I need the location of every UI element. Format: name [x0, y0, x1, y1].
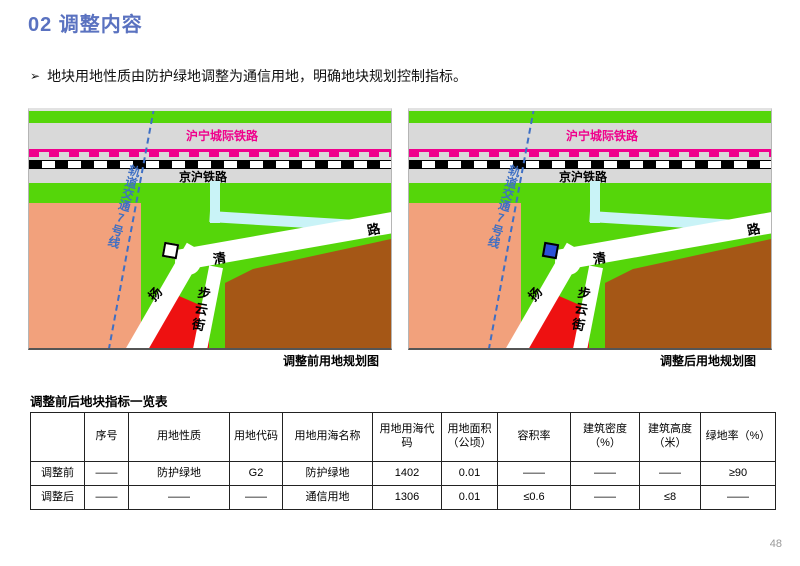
cell: —— [497, 461, 571, 486]
jinghu-railway-label: 京沪铁路 [559, 170, 608, 184]
page-number: 48 [769, 538, 782, 550]
header-land-nature: 用地性质 [128, 412, 230, 462]
cell: 1306 [372, 485, 442, 510]
header-serial: 序号 [84, 412, 129, 462]
indicator-table-grid: 序号 用地性质 用地代码 用地用海名称 用地用海代码 用地面积（公顷） 容积率 … [30, 412, 776, 510]
row-label: 调整前 [30, 461, 85, 486]
cell: —— [84, 461, 129, 486]
map-caption-before: 调整前用地规划图 [283, 354, 380, 368]
water-channel-vertical [210, 181, 220, 223]
header-blank [30, 412, 85, 462]
cell: —— [700, 485, 776, 510]
cell: —— [229, 485, 283, 510]
residential-area [409, 203, 521, 348]
bullet-line: ➢ 地块用地性质由防护绿地调整为通信用地，明确地块规划控制指标。 [30, 66, 467, 86]
table-row-before: 调整前 —— 防护绿地 G2 防护绿地 1402 0.01 —— —— —— ≥… [30, 461, 776, 486]
hsr-railway-dashes [409, 152, 771, 157]
row-label: 调整后 [30, 485, 85, 510]
indicator-table: 序号 用地性质 用地代码 用地用海名称 用地用海代码 用地面积（公顷） 容积率 … [30, 412, 776, 510]
plot-marker-before [161, 241, 180, 260]
bullet-arrow-icon: ➢ [30, 69, 41, 83]
cell: 0.01 [441, 485, 498, 510]
table-header-row: 序号 用地性质 用地代码 用地用海名称 用地用海代码 用地面积（公顷） 容积率 … [30, 412, 776, 462]
cell: ≥90 [700, 461, 776, 486]
table-row-after: 调整后 —— —— —— 通信用地 1306 0.01 ≤0.6 —— ≤8 —… [30, 485, 776, 510]
cell: —— [639, 461, 701, 486]
header-sea-code: 用地用海代码 [372, 412, 442, 462]
jinghu-railway-line [409, 160, 771, 169]
residential-area [29, 203, 141, 348]
header-plot-ratio: 容积率 [497, 412, 571, 462]
cell: —— [128, 485, 230, 510]
header-land-code: 用地代码 [229, 412, 283, 462]
land-use-map-before: 沪宁城际铁路 京沪铁路 轨道交通7号线 清 路 扬 步云街 [28, 108, 392, 350]
cell: 防护绿地 [282, 461, 373, 486]
bullet-text: 地块用地性质由防护绿地调整为通信用地，明确地块规划控制指标。 [47, 68, 468, 84]
cell: 防护绿地 [128, 461, 230, 486]
plot-marker-after [541, 241, 560, 260]
cell: —— [570, 461, 640, 486]
cell: 1402 [372, 461, 442, 486]
header-building-height: 建筑高度（米） [639, 412, 701, 462]
map-caption-after: 调整后用地规划图 [660, 354, 757, 368]
water-channel-vertical [590, 181, 600, 223]
cell: 通信用地 [282, 485, 373, 510]
jinghu-railway-line [29, 160, 391, 169]
hsr-railway-line [409, 149, 771, 152]
table-title: 调整前后地块指标一览表 [30, 395, 168, 409]
header-building-density: 建筑密度（%） [570, 412, 640, 462]
cell: ≤0.6 [497, 485, 571, 510]
hsr-railway-line [29, 149, 391, 152]
cell: ≤8 [639, 485, 701, 510]
cell: —— [84, 485, 129, 510]
header-sea-name: 用地用海名称 [282, 412, 373, 462]
cell: G2 [229, 461, 283, 486]
jinghu-railway-label: 京沪铁路 [179, 170, 228, 184]
hsr-railway-dashes [29, 152, 391, 157]
header-green-ratio: 绿地率（%） [700, 412, 776, 462]
page-title: 02 调整内容 [28, 14, 143, 36]
cell: —— [570, 485, 640, 510]
hsr-railway-label: 沪宁城际铁路 [566, 129, 639, 143]
header-area: 用地面积（公顷） [441, 412, 498, 462]
hsr-railway-label: 沪宁城际铁路 [186, 129, 259, 143]
land-use-map-after: 沪宁城际铁路 京沪铁路 轨道交通7号线 清 路 扬 步云街 [408, 108, 772, 350]
cell: 0.01 [441, 461, 498, 486]
